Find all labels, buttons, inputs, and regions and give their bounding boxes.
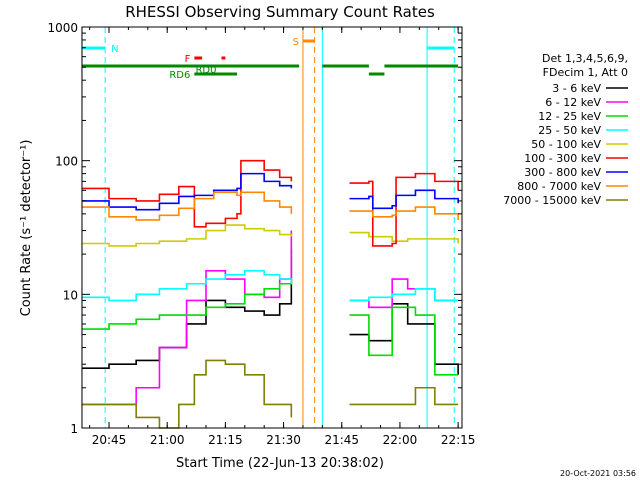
legend-label-3: 25 - 50 keV xyxy=(538,124,601,137)
chart-title: RHESSI Observing Summary Count Rates xyxy=(125,3,435,21)
legend-label-8: 7000 - 15000 keV xyxy=(503,194,601,207)
y-axis-label: Count Rate (s⁻¹ detector⁻¹) xyxy=(19,140,34,317)
x-tick-label-6: 22:15 xyxy=(441,433,476,447)
legend-header-0: Det 1,3,4,5,6,9, xyxy=(542,52,628,65)
x-tick-label-2: 21:15 xyxy=(208,433,243,447)
x-tick-label-1: 21:00 xyxy=(150,433,185,447)
series-line-6-1 xyxy=(349,189,459,210)
x-tick-label-0: 20:45 xyxy=(92,433,127,447)
series-line-1-0 xyxy=(81,230,293,406)
flag-label-rd6: RD6 xyxy=(169,70,190,81)
footer-timestamp: 20-Oct-2021 03:56 xyxy=(560,469,636,478)
y-tick-label-3: 1000 xyxy=(47,21,78,35)
plot-frame xyxy=(81,26,463,429)
legend-label-5: 100 - 300 keV xyxy=(524,152,601,165)
series-line-4-0 xyxy=(81,224,293,247)
y-tick-label-1: 10 xyxy=(63,288,78,302)
series-line-4-1 xyxy=(349,231,459,244)
flag-label-s: S xyxy=(293,37,299,48)
x-tick-label-3: 21:30 xyxy=(266,433,301,447)
series-line-7-1 xyxy=(349,206,459,220)
flag-label-rd0: RD0 xyxy=(195,65,216,76)
flag-bars: N F S RD0 RD6 xyxy=(81,37,459,81)
axes: 20:45 21:00 21:15 21:30 21:45 22:00 22:15 1 10 10… xyxy=(47,21,475,447)
legend-label-7: 800 - 7000 keV xyxy=(517,180,601,193)
legend-label-2: 12 - 25 keV xyxy=(538,110,601,123)
legend-label-0: 3 - 6 keV xyxy=(552,82,601,95)
series-line-3-0 xyxy=(81,269,293,302)
series-line-8-0 xyxy=(81,359,293,429)
flag-label-f: F xyxy=(185,54,191,65)
legend-label-4: 50 - 100 keV xyxy=(531,138,601,151)
series-line-5-1 xyxy=(349,172,459,247)
legend: Det 1,3,4,5,6,9,FDecim 1, Att 0 3 - 6 keV… xyxy=(503,52,628,207)
series-line-3-1 xyxy=(349,288,459,302)
x-tick-label-5: 22:00 xyxy=(383,433,418,447)
series-line-2-1 xyxy=(349,306,459,376)
series-lines xyxy=(81,159,459,429)
series-line-5-0 xyxy=(81,159,293,228)
y-tick-label-0: 1 xyxy=(70,422,78,436)
series-line-2-0 xyxy=(81,279,293,330)
legend-label-6: 300 - 800 keV xyxy=(524,166,601,179)
legend-label-1: 6 - 12 keV xyxy=(545,96,601,109)
legend-header-1: FDecim 1, Att 0 xyxy=(543,66,628,79)
flag-label-n: N xyxy=(111,44,118,55)
series-line-7-0 xyxy=(81,191,293,221)
y-tick-label-2: 100 xyxy=(55,155,78,169)
series-line-8-1 xyxy=(349,386,459,406)
x-axis-label: Start Time (22-Jun-13 20:38:02) xyxy=(176,456,384,471)
x-tick-label-4: 21:45 xyxy=(324,433,359,447)
